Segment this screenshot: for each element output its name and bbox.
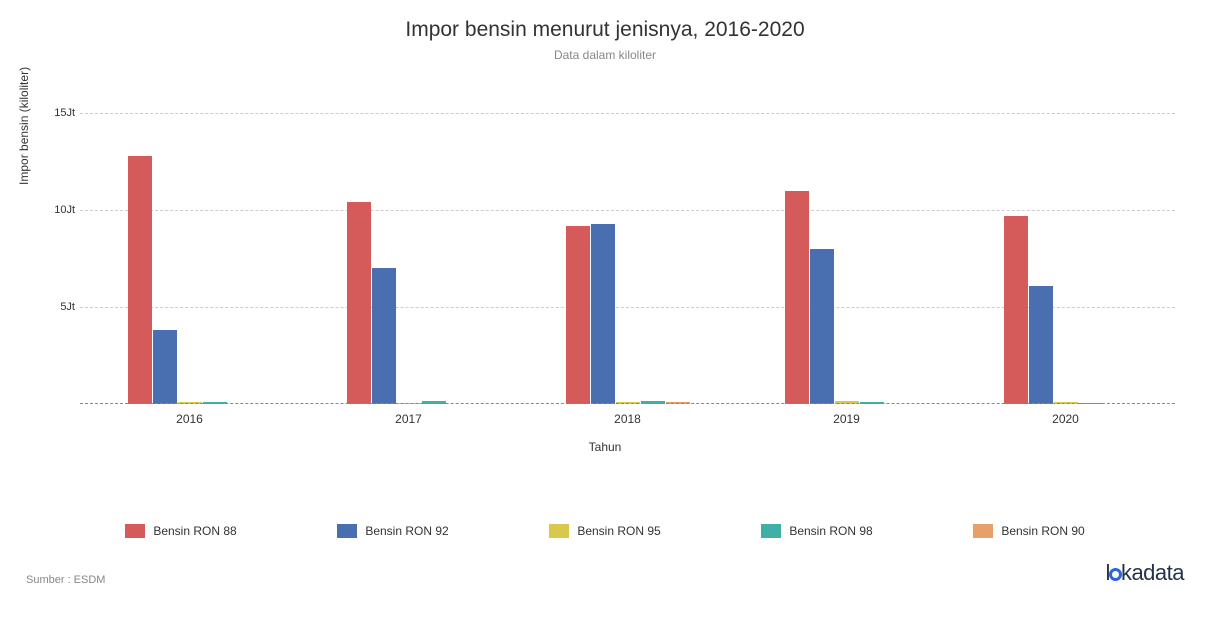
x-tick-label: 2018: [518, 412, 737, 426]
legend-swatch: [549, 524, 569, 538]
chart-container: Impor bensin menurut jenisnya, 2016-2020…: [0, 0, 1210, 628]
footer: Sumber : ESDM lkadata: [26, 560, 1184, 586]
legend-label: Bensin RON 92: [365, 524, 448, 538]
legend-label: Bensin RON 98: [789, 524, 872, 538]
bar[interactable]: [372, 268, 396, 404]
legend-label: Bensin RON 88: [153, 524, 236, 538]
bar-groups: [80, 84, 1175, 404]
chart-title: Impor bensin menurut jenisnya, 2016-2020: [25, 18, 1185, 42]
bar[interactable]: [153, 330, 177, 404]
x-axis-labels: 20162017201820192020: [80, 412, 1175, 426]
legend-swatch: [761, 524, 781, 538]
legend-item[interactable]: Bensin RON 95: [549, 524, 660, 538]
bar[interactable]: [785, 191, 809, 404]
bar[interactable]: [1004, 216, 1028, 404]
x-tick-label: 2016: [80, 412, 299, 426]
bar[interactable]: [1029, 286, 1053, 404]
legend-item[interactable]: Bensin RON 92: [337, 524, 448, 538]
x-tick-label: 2017: [299, 412, 518, 426]
bar[interactable]: [810, 249, 834, 404]
bar-group: [80, 84, 299, 404]
bar-group: [737, 84, 956, 404]
bar[interactable]: [347, 202, 371, 404]
bar-group: [299, 84, 518, 404]
chart-subtitle: Data dalam kiloliter: [25, 48, 1185, 62]
grid-plot: [80, 84, 1175, 404]
legend-item[interactable]: Bensin RON 88: [125, 524, 236, 538]
y-tick-label: 10Jt: [54, 204, 75, 216]
logo-o-icon: [1109, 568, 1122, 581]
legend: Bensin RON 88 Bensin RON 92 Bensin RON 95 B…: [75, 524, 1135, 538]
bar[interactable]: [591, 224, 615, 404]
logo: lkadata: [1106, 560, 1184, 586]
legend-swatch: [337, 524, 357, 538]
plot-area: Impor bensin (kiloliter) 5Jt10Jt15Jt 201…: [25, 84, 1185, 404]
x-tick-label: 2019: [737, 412, 956, 426]
x-axis-title: Tahun: [25, 440, 1185, 454]
y-tick-label: 15Jt: [54, 107, 75, 119]
bar-group: [518, 84, 737, 404]
legend-item[interactable]: Bensin RON 90: [973, 524, 1084, 538]
x-tick-label: 2020: [956, 412, 1175, 426]
legend-item[interactable]: Bensin RON 98: [761, 524, 872, 538]
bar-group: [956, 84, 1175, 404]
y-tick-label: 5Jt: [60, 301, 75, 313]
legend-swatch: [125, 524, 145, 538]
legend-label: Bensin RON 90: [1001, 524, 1084, 538]
legend-swatch: [973, 524, 993, 538]
bar[interactable]: [128, 156, 152, 404]
baseline: [80, 403, 1175, 404]
y-axis-labels: 5Jt 10Jt 15Jt: [35, 84, 75, 404]
legend-label: Bensin RON 95: [577, 524, 660, 538]
source-text: Sumber : ESDM: [26, 574, 105, 586]
y-axis-title: Impor bensin (kiloliter): [17, 67, 31, 185]
bar[interactable]: [566, 226, 590, 404]
